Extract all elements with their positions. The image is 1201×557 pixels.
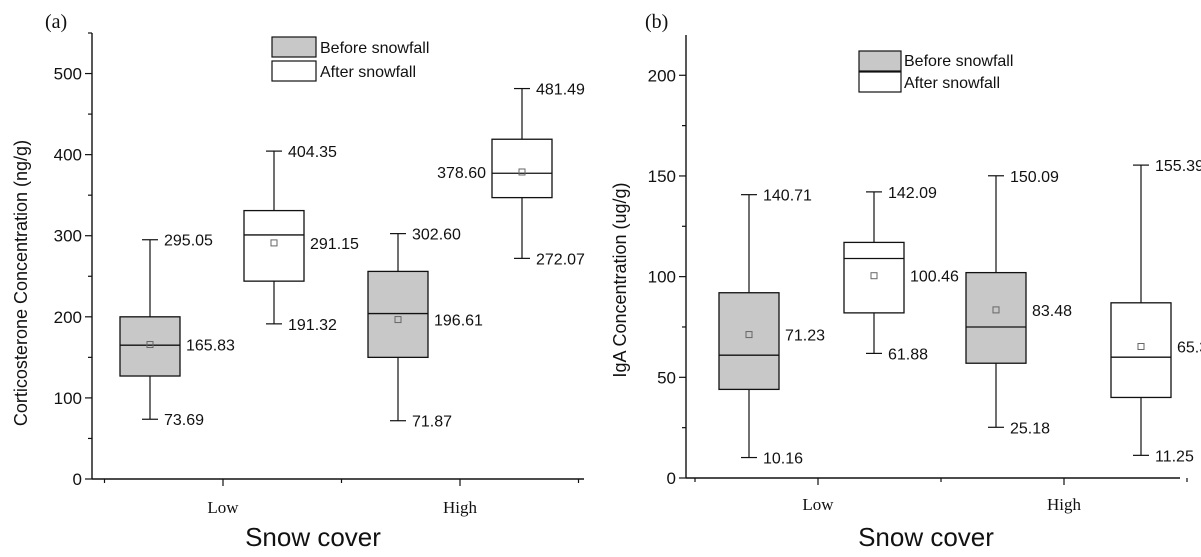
min-value-label: 272.07 (536, 251, 585, 268)
mean-marker (518, 168, 526, 176)
y-tick-label: 100 (54, 389, 82, 408)
min-value-label: 25.18 (1010, 420, 1050, 437)
iqr-box (119, 316, 181, 377)
legend-label-after: After snowfall (320, 64, 416, 81)
box-plot-after-snowfall-high: 481.49 272.07 378.60 (437, 82, 585, 269)
max-value-label: 404.35 (288, 144, 337, 161)
min-value-label: 191.32 (288, 317, 337, 334)
panel-a-y-axis-title: Corticosterone Concentration (ng/g) (11, 140, 31, 426)
panel-a-label: (a) (45, 11, 67, 33)
y-tick-label: 0 (667, 469, 676, 488)
max-value-label: 155.39 (1155, 158, 1201, 175)
max-value-label: 142.09 (888, 185, 937, 202)
min-value-label: 11.25 (1155, 448, 1194, 465)
y-tick-label: 300 (54, 227, 82, 246)
box-plot-after-snowfall-low: 142.09 61.88 100.46 (843, 185, 959, 363)
mean-value-label: 378.60 (437, 165, 486, 182)
mean-marker (146, 341, 154, 349)
legend-label-before: Before snowfall (904, 53, 1013, 70)
box-plot-after-snowfall-high: 155.39 11.25 65.31 (1110, 158, 1201, 465)
max-value-label: 481.49 (536, 82, 585, 99)
mean-value-label: 291.15 (310, 236, 359, 253)
iqr-box (1110, 302, 1172, 399)
legend-swatch-after (271, 60, 317, 82)
mean-value-label: 71.23 (785, 328, 825, 345)
legend-swatch-before (271, 36, 317, 58)
panel-b-label: (b) (645, 11, 668, 33)
panel-b-category-low: Low (802, 495, 834, 514)
y-tick-label: 200 (54, 308, 82, 327)
legend-label-before: Before snowfall (320, 40, 429, 57)
box-plot-before-snowfall-low: 295.05 73.69 165.83 (119, 233, 235, 429)
min-value-label: 71.87 (412, 414, 452, 431)
mean-marker (992, 306, 1000, 314)
min-value-label: 61.88 (888, 346, 928, 363)
panel-a-x-axis-title: Snow cover (245, 522, 381, 552)
iqr-box (491, 138, 553, 199)
box-plot-before-snowfall-high: 302.60 71.87 196.61 (367, 227, 483, 431)
legend-swatch-after (858, 71, 902, 93)
mean-marker (745, 331, 753, 339)
mean-marker (270, 239, 278, 247)
iqr-box (718, 292, 780, 391)
mean-value-label: 83.48 (1032, 303, 1072, 320)
y-tick-label: 150 (648, 167, 676, 186)
mean-value-label: 65.31 (1177, 339, 1201, 356)
box-plot-before-snowfall-high: 150.09 25.18 83.48 (965, 169, 1072, 437)
iqr-box (965, 271, 1027, 364)
legend-swatch-before (858, 50, 902, 72)
panel-b: (b) IgA Concentration (ug/g) Snow cover … (610, 11, 1201, 552)
min-value-label: 10.16 (763, 451, 803, 468)
y-tick-label: 50 (657, 368, 676, 387)
y-tick-label: 100 (648, 268, 676, 287)
mean-marker (1137, 342, 1145, 350)
max-value-label: 295.05 (164, 233, 213, 250)
y-tick-label: 200 (648, 66, 676, 85)
mean-marker (394, 316, 402, 324)
max-value-label: 302.60 (412, 227, 461, 244)
mean-marker (870, 272, 878, 280)
min-value-label: 73.69 (164, 412, 204, 429)
legend-label-after: After snowfall (904, 75, 1000, 92)
y-tick-label: 0 (73, 470, 82, 489)
panel-b-category-high: High (1047, 495, 1082, 514)
panel-b-x-axis-title: Snow cover (858, 522, 994, 552)
panel-b-legend: Before snowfall After snowfall (858, 50, 1013, 93)
y-tick-label: 500 (54, 65, 82, 84)
panel-b-y-axis-title: IgA Concentration (ug/g) (610, 182, 630, 377)
mean-value-label: 100.46 (910, 269, 959, 286)
mean-value-label: 196.61 (434, 313, 483, 330)
box-plot-before-snowfall-low: 140.71 10.16 71.23 (718, 188, 825, 468)
panel-a-category-low: Low (207, 498, 239, 517)
max-value-label: 150.09 (1010, 169, 1059, 186)
iqr-box (367, 270, 429, 359)
max-value-label: 140.71 (763, 188, 812, 205)
panel-a: (a) Corticosterone Concentration (ng/g) … (11, 11, 585, 552)
panel-a-category-high: High (443, 498, 478, 517)
box-plot-after-snowfall-low: 404.35 191.32 291.15 (243, 144, 359, 334)
iqr-box (843, 241, 905, 314)
y-tick-label: 400 (54, 146, 82, 165)
mean-value-label: 165.83 (186, 338, 235, 355)
panel-a-legend: Before snowfall After snowfall (271, 36, 429, 82)
